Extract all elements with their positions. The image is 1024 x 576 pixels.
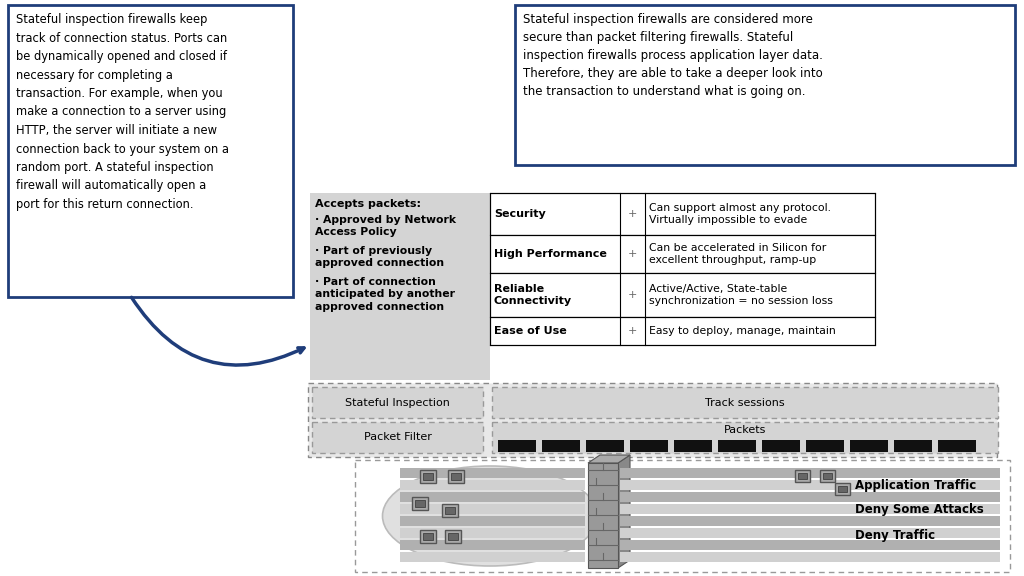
Text: · Part of previously
approved connection: · Part of previously approved connection xyxy=(315,246,444,268)
FancyBboxPatch shape xyxy=(620,528,1000,538)
FancyBboxPatch shape xyxy=(586,440,624,452)
FancyBboxPatch shape xyxy=(400,540,585,550)
FancyBboxPatch shape xyxy=(400,492,585,502)
Text: Packets: Packets xyxy=(724,425,766,435)
Text: Stateful inspection firewalls are considered more
secure than packet filtering f: Stateful inspection firewalls are consid… xyxy=(523,13,823,98)
FancyBboxPatch shape xyxy=(674,440,712,452)
FancyBboxPatch shape xyxy=(445,530,461,543)
Text: +: + xyxy=(628,326,637,336)
FancyBboxPatch shape xyxy=(312,422,483,453)
Text: High Performance: High Performance xyxy=(494,249,607,259)
FancyBboxPatch shape xyxy=(442,504,458,517)
FancyBboxPatch shape xyxy=(449,533,458,540)
FancyBboxPatch shape xyxy=(400,552,585,562)
Text: +: + xyxy=(628,249,637,259)
FancyBboxPatch shape xyxy=(620,492,1000,502)
FancyBboxPatch shape xyxy=(620,552,1000,562)
FancyBboxPatch shape xyxy=(8,5,293,297)
FancyBboxPatch shape xyxy=(420,530,436,543)
Text: +: + xyxy=(628,290,637,300)
FancyBboxPatch shape xyxy=(620,540,1000,550)
FancyBboxPatch shape xyxy=(823,473,831,479)
Text: Ease of Use: Ease of Use xyxy=(494,326,566,336)
FancyBboxPatch shape xyxy=(762,440,800,452)
Ellipse shape xyxy=(383,466,597,566)
FancyBboxPatch shape xyxy=(490,193,874,235)
FancyBboxPatch shape xyxy=(795,470,810,482)
FancyBboxPatch shape xyxy=(620,504,1000,514)
FancyBboxPatch shape xyxy=(835,483,850,495)
FancyBboxPatch shape xyxy=(542,440,580,452)
FancyBboxPatch shape xyxy=(620,480,1000,490)
Text: Stateful Inspection: Stateful Inspection xyxy=(345,397,450,407)
FancyBboxPatch shape xyxy=(355,460,1010,572)
FancyBboxPatch shape xyxy=(400,480,585,490)
FancyBboxPatch shape xyxy=(850,440,888,452)
Text: Reliable
Connectivity: Reliable Connectivity xyxy=(494,284,572,306)
Text: Can support almost any protocol.
Virtually impossible to evade: Can support almost any protocol. Virtual… xyxy=(649,203,831,225)
Text: Deny Some Attacks: Deny Some Attacks xyxy=(855,503,984,517)
FancyBboxPatch shape xyxy=(492,387,998,418)
Text: Track sessions: Track sessions xyxy=(706,397,784,407)
Text: Packet Filter: Packet Filter xyxy=(364,433,431,442)
Text: Stateful inspection firewalls keep
track of connection status. Ports can
be dyna: Stateful inspection firewalls keep track… xyxy=(16,13,229,211)
FancyBboxPatch shape xyxy=(798,473,807,479)
FancyBboxPatch shape xyxy=(449,470,464,483)
FancyBboxPatch shape xyxy=(838,486,847,492)
FancyBboxPatch shape xyxy=(423,533,433,540)
FancyBboxPatch shape xyxy=(400,468,585,478)
FancyBboxPatch shape xyxy=(588,463,618,568)
FancyBboxPatch shape xyxy=(312,387,483,418)
FancyBboxPatch shape xyxy=(490,235,874,273)
FancyBboxPatch shape xyxy=(420,470,436,483)
Text: Accepts packets:: Accepts packets: xyxy=(315,199,421,209)
Text: Deny Traffic: Deny Traffic xyxy=(855,529,935,541)
Text: Application Traffic: Application Traffic xyxy=(855,479,976,491)
Text: · Part of connection
anticipated by another
approved connection: · Part of connection anticipated by anot… xyxy=(315,277,455,312)
Polygon shape xyxy=(618,455,630,568)
FancyBboxPatch shape xyxy=(451,473,461,480)
Polygon shape xyxy=(588,455,630,463)
Text: +: + xyxy=(628,209,637,219)
Text: Easy to deploy, manage, maintain: Easy to deploy, manage, maintain xyxy=(649,326,836,336)
FancyBboxPatch shape xyxy=(490,317,874,345)
FancyBboxPatch shape xyxy=(630,440,668,452)
FancyBboxPatch shape xyxy=(400,516,585,526)
FancyBboxPatch shape xyxy=(310,193,490,380)
FancyBboxPatch shape xyxy=(423,473,433,480)
FancyBboxPatch shape xyxy=(894,440,932,452)
FancyBboxPatch shape xyxy=(718,440,756,452)
FancyBboxPatch shape xyxy=(938,440,976,452)
FancyBboxPatch shape xyxy=(620,468,1000,478)
FancyBboxPatch shape xyxy=(492,422,998,453)
FancyBboxPatch shape xyxy=(620,516,1000,526)
Text: Active/Active, State-table
synchronization = no session loss: Active/Active, State-table synchronizati… xyxy=(649,284,833,306)
FancyBboxPatch shape xyxy=(490,273,874,317)
FancyBboxPatch shape xyxy=(415,500,425,507)
FancyBboxPatch shape xyxy=(412,497,428,510)
Text: Security: Security xyxy=(494,209,546,219)
FancyBboxPatch shape xyxy=(308,383,997,457)
FancyBboxPatch shape xyxy=(515,5,1015,165)
FancyBboxPatch shape xyxy=(400,504,585,514)
FancyBboxPatch shape xyxy=(806,440,844,452)
Text: Can be accelerated in Silicon for
excellent throughput, ramp-up: Can be accelerated in Silicon for excell… xyxy=(649,243,826,265)
FancyBboxPatch shape xyxy=(400,528,585,538)
FancyBboxPatch shape xyxy=(445,507,455,514)
FancyBboxPatch shape xyxy=(498,440,536,452)
FancyBboxPatch shape xyxy=(820,470,835,482)
Text: · Approved by Network
Access Policy: · Approved by Network Access Policy xyxy=(315,215,456,237)
